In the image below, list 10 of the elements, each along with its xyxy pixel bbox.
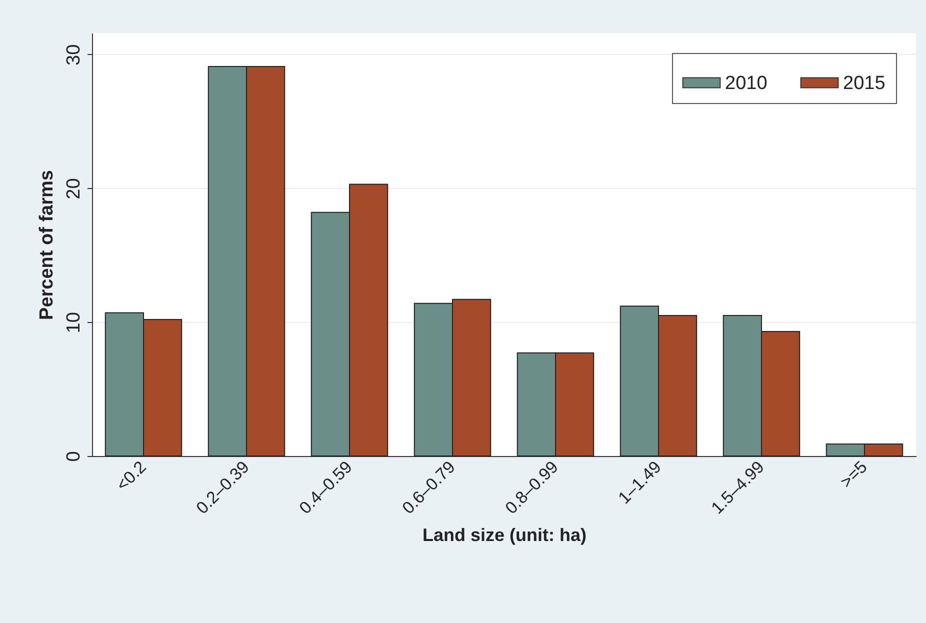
y-tick-label: 20	[64, 178, 84, 200]
x-tick-label: <0.2	[112, 457, 150, 495]
x-tick-label: >=5	[836, 457, 871, 492]
legend-label: 2015	[843, 72, 886, 94]
y-tick-label: 0	[64, 451, 84, 462]
y-axis-title: Percent of farms	[36, 170, 58, 320]
y-tick-label: 30	[64, 44, 84, 66]
x-axis-title: Land size (unit: ha)	[422, 524, 586, 545]
y-tick-label: 10	[64, 312, 84, 334]
legend-label: 2010	[725, 72, 768, 94]
